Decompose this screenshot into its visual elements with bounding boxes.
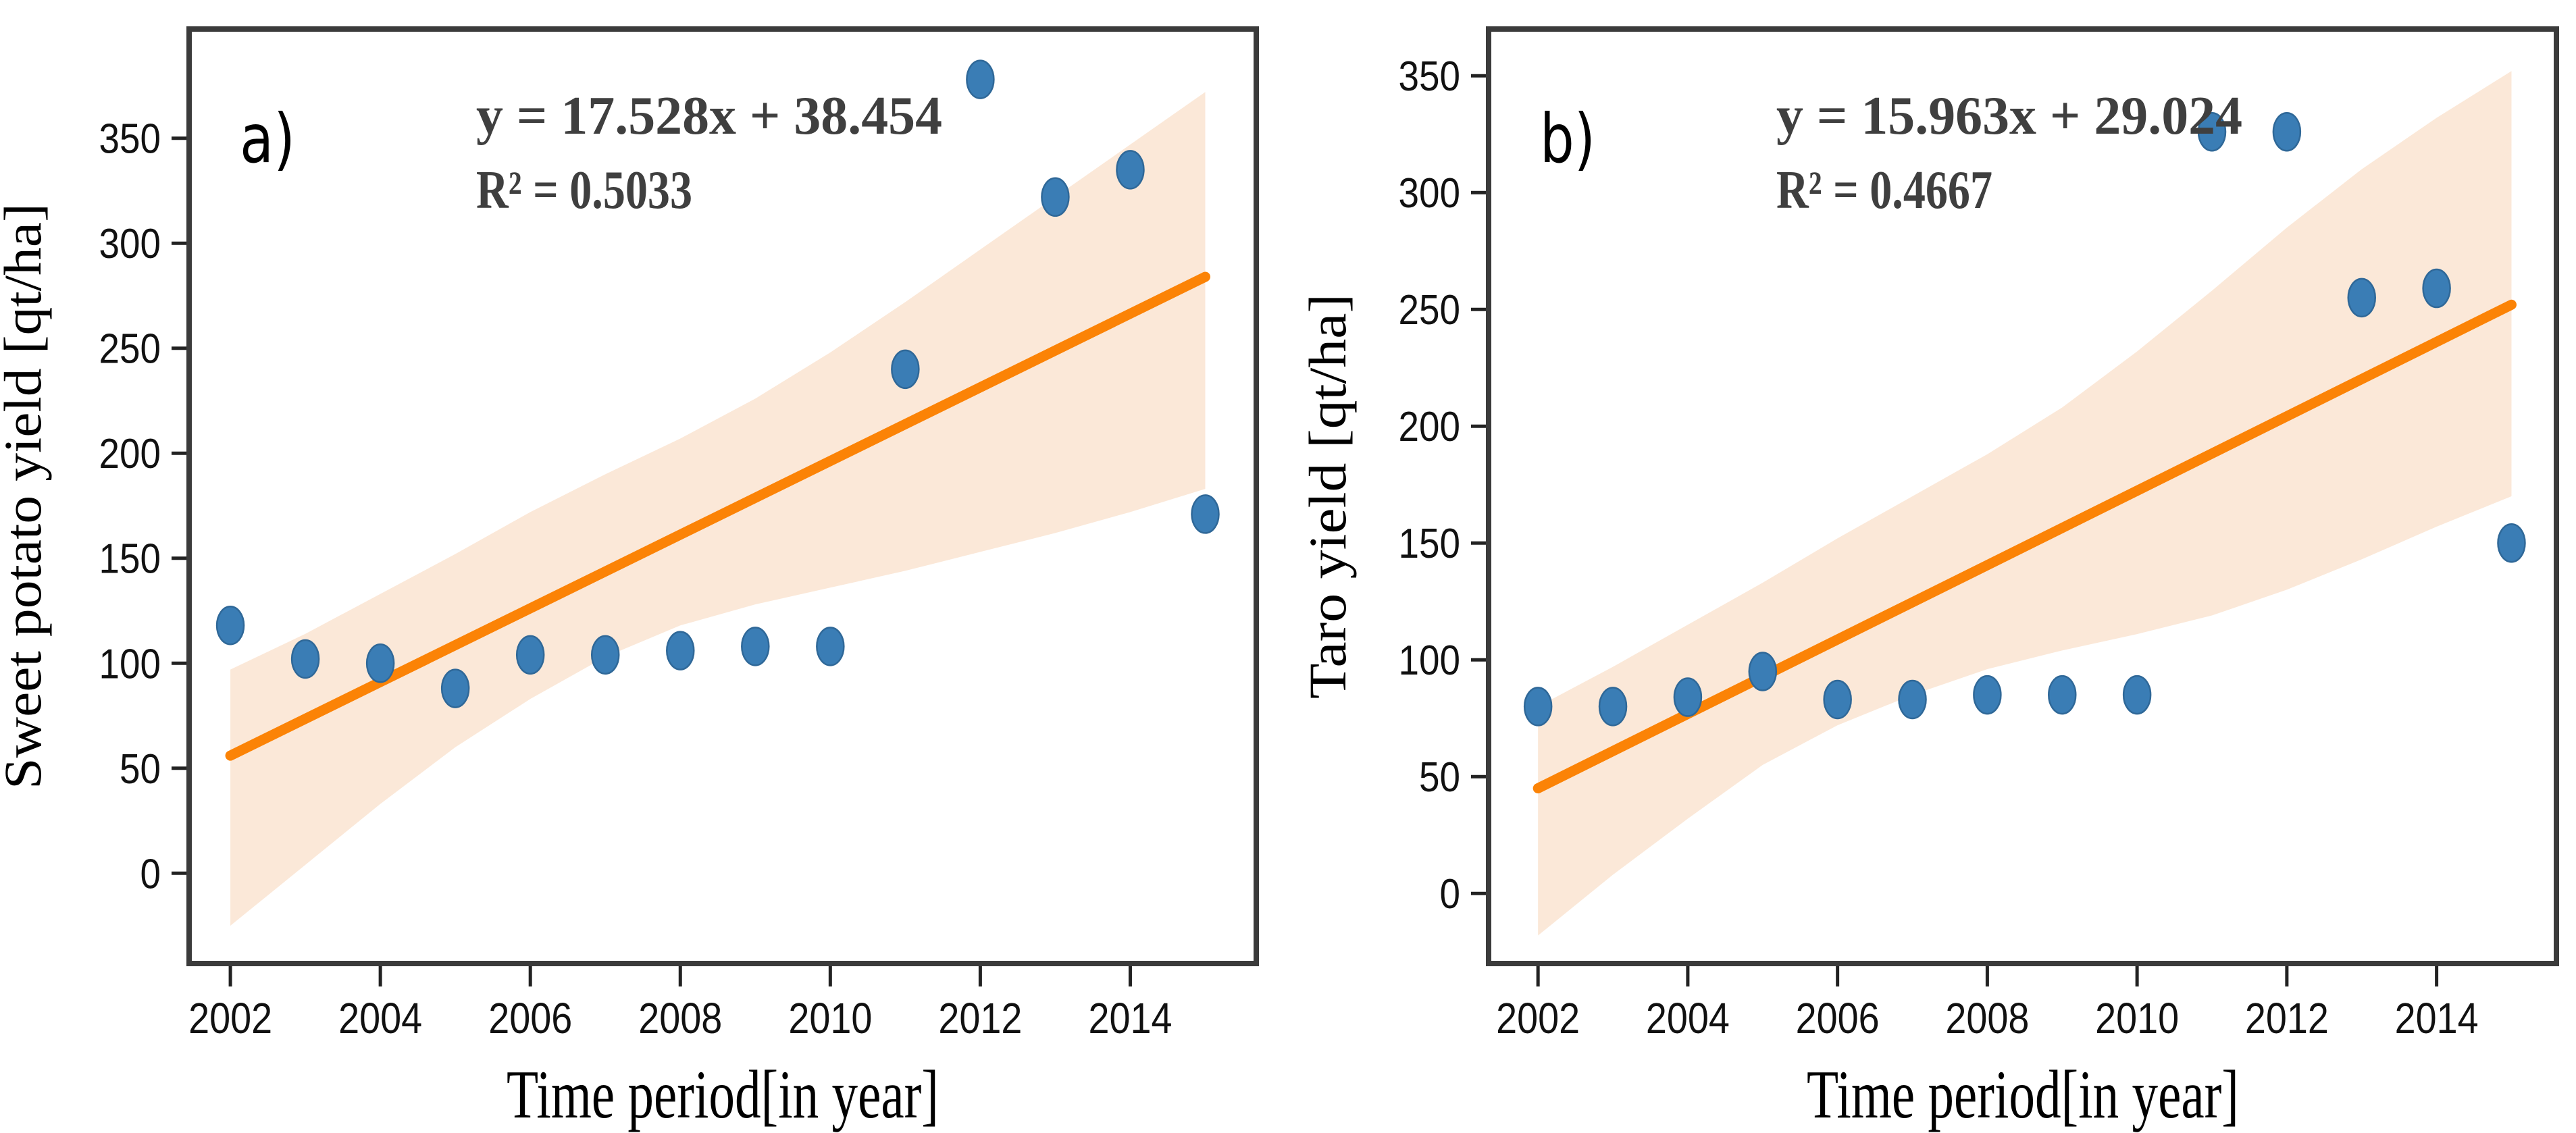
x-tick-label: 2008 [1945,994,2029,1043]
regression-line [1532,299,2517,793]
data-point [2422,268,2451,309]
data-point [1523,687,1553,727]
data-point [515,635,545,675]
regression-line [225,271,1210,761]
panel-a-r-squared: R² = 0.5033 [476,161,692,220]
x-tick-label: 2010 [2095,994,2179,1043]
panel-a-equation: y = 17.528x + 38.454 [476,86,942,146]
data-point [215,606,245,645]
y-tick-label: 300 [1399,170,1461,217]
data-point [1898,679,1927,720]
y-tick-label: 50 [1419,754,1460,801]
data-point [2347,278,2376,318]
data-point [2048,675,2077,715]
x-tick-label: 2004 [338,994,422,1043]
data-point [1598,687,1628,727]
data-point [2272,111,2302,152]
data-point [1041,177,1070,217]
panel-b-x-axis-title: Time period[in year] [1807,1057,2239,1133]
x-tick-label: 2010 [788,994,872,1043]
plot-spines [1486,26,2559,966]
plot-layers: 2002 2004 2006 2008 2010 2012 2014 0 50 100 150 200… [99,26,2559,1043]
panel-a-y-axis-title: Sweet potato yield [qt/ha] [0,203,52,789]
data-point [2497,523,2526,563]
panel-b-y-axis-title: Taro yield [qt/ha] [1298,294,1357,699]
data-point [290,639,320,679]
y-tick-label: 100 [1399,637,1461,684]
data-point [365,643,395,683]
data-point [590,635,620,675]
plot-spines [186,26,1259,966]
data-point [1116,150,1145,190]
x-tick-label: 2012 [2245,994,2329,1043]
panel-b-letter: b) [1540,99,1595,178]
confidence-band [230,92,1206,926]
y-tick-label: 300 [99,221,161,267]
data-point [966,59,995,99]
x-tick-label: 2008 [638,994,722,1043]
y-tick-label: 150 [99,536,161,583]
data-point [440,668,470,708]
panel-b-r-squared: R² = 0.4667 [1776,161,1992,220]
data-point [2197,111,2227,152]
x-tick-label: 2002 [188,994,272,1043]
y-tick-label: 350 [1399,53,1461,100]
y-tick-label: 350 [99,116,161,163]
y-tick-label: 50 [120,746,161,793]
x-tick-label: 2002 [1496,994,1580,1043]
x-tick-label: 2014 [2395,994,2479,1043]
x-tick-label: 2006 [1796,994,1880,1043]
y-tick-label: 250 [99,326,161,373]
x-tick-label: 2004 [1646,994,1730,1043]
data-point [1748,652,1778,691]
data-point [666,631,695,670]
data-point [1191,494,1220,534]
data-point [2122,675,2152,715]
data-point [741,627,770,666]
data-point [1823,679,1852,720]
x-tick-label: 2012 [938,994,1022,1043]
data-point [1673,677,1703,717]
y-tick-label: 200 [99,431,161,477]
panel-a-letter: a) [240,99,295,178]
y-tick-label: 0 [1440,871,1461,918]
data-point [816,627,845,666]
panel-b-equation: y = 15.963x + 29.024 [1776,86,2242,146]
panel-b: 2002 2004 2006 2008 2010 2012 2014 0 50 100 150 200… [1399,26,2559,1043]
panel-a-x-axis-title: Time period[in year] [507,1057,939,1133]
y-tick-label: 250 [1399,287,1461,334]
y-tick-label: 150 [1399,521,1461,567]
y-tick-label: 0 [140,851,161,897]
x-tick-label: 2014 [1088,994,1172,1043]
data-point [891,349,920,390]
y-tick-label: 200 [1399,404,1461,450]
y-tick-label: 100 [99,641,161,687]
confidence-band [1538,71,2512,936]
panel-a: 2002 2004 2006 2008 2010 2012 2014 0 50 100 150 200… [99,26,1259,1043]
x-tick-label: 2006 [488,994,572,1043]
data-point [1973,675,2002,715]
